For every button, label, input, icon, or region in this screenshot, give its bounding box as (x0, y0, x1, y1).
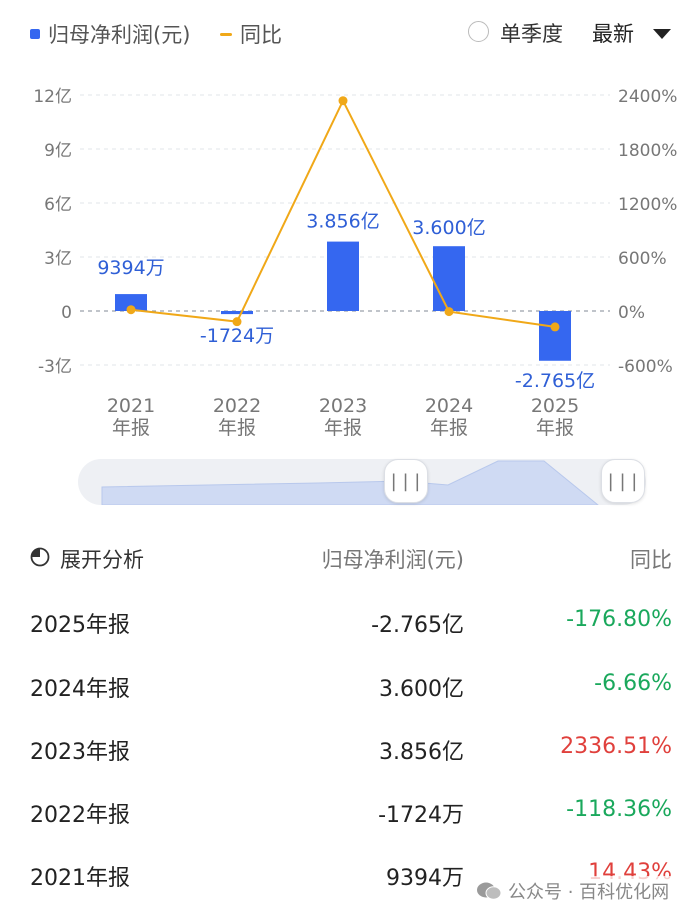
x-tick-label: 2021 (107, 395, 155, 417)
table-header: 展开分析 归母净利润(元) 同比 (0, 538, 700, 578)
x-tick-label: 2023 (319, 395, 367, 417)
y-left-tick-label: 12亿 (33, 87, 72, 107)
x-tick-label: 年报 (536, 417, 574, 439)
bar (539, 311, 571, 361)
table-row[interactable]: 2021年报 9394万 14.43% (0, 854, 700, 894)
slider-handle-left[interactable]: ||| (384, 459, 428, 503)
y-right-tick-label: 1800% (618, 141, 677, 161)
pie-chart-icon (30, 547, 50, 567)
row-period: 2022年报 (30, 803, 130, 828)
column-header-profit: 归母净利润(元) (321, 548, 464, 572)
bar (433, 246, 465, 311)
row-value: 3.600亿 (379, 677, 464, 702)
row-value: 9394万 (386, 866, 464, 891)
grip-icon: ||| (605, 470, 641, 492)
bar (115, 294, 147, 311)
bar (327, 241, 359, 311)
legend-profit[interactable]: 归母净利润(元) (30, 19, 190, 49)
yoy-point (550, 322, 560, 332)
column-header-yoy: 同比 (630, 548, 672, 572)
x-tick-label: 2025 (531, 395, 579, 417)
chevron-down-icon[interactable] (653, 29, 671, 39)
y-left-tick-label: -3亿 (38, 357, 72, 377)
yoy-point (338, 96, 348, 106)
profit-chart: 12亿 9亿 6亿 3亿 0 -3亿 2400% 1800% 1200% 600% 0% -600% 2… (33, 87, 677, 439)
bar-data-label: 9394万 (97, 257, 164, 279)
legend-yoy-label: 同比 (240, 23, 282, 47)
row-period: 2021年报 (30, 866, 130, 891)
row-yoy: -118.36% (566, 797, 672, 822)
y-right-tick-label: 1200% (618, 195, 677, 215)
row-value: -1724万 (378, 803, 464, 828)
x-tick-label: 年报 (324, 417, 362, 439)
x-tick-label: 年报 (218, 417, 256, 439)
row-period: 2023年报 (30, 740, 130, 765)
row-value: -2.765亿 (371, 613, 464, 638)
watermark-text: 公众号 · 百科优化网 (508, 882, 670, 903)
bar-data-label: -2.765亿 (515, 370, 595, 392)
latest-select[interactable]: 最新 (592, 22, 634, 46)
bar-data-label: 3.600亿 (412, 217, 485, 239)
row-yoy: -6.66% (594, 671, 672, 696)
x-tick-label: 年报 (430, 417, 468, 439)
watermark: 公众号 · 百科优化网 (470, 876, 676, 906)
x-tick-label: 2022 (213, 395, 261, 417)
legend-line-swatch (220, 32, 232, 36)
yoy-point (232, 317, 242, 327)
expand-analysis-link[interactable]: 展开分析 (60, 548, 144, 572)
y-right-tick-label: 600% (618, 249, 667, 269)
y-right-tick-label: 0% (618, 303, 645, 323)
row-yoy: 2336.51% (560, 734, 672, 759)
slider-preview (101, 460, 599, 505)
row-period: 2025年报 (30, 613, 130, 638)
row-period: 2024年报 (30, 677, 130, 702)
table-row[interactable]: 2023年报 3.856亿 2336.51% (0, 728, 700, 768)
bar-data-label: -1724万 (200, 325, 274, 347)
grip-icon: ||| (388, 470, 424, 492)
x-tick-label: 年报 (112, 417, 150, 439)
bar-data-label: 3.856亿 (306, 211, 379, 233)
wechat-icon (477, 882, 502, 900)
y-left-tick-label: 3亿 (44, 249, 72, 269)
yoy-point (444, 307, 454, 317)
slider-handle-right[interactable]: ||| (601, 459, 645, 503)
x-tick-label: 2024 (425, 395, 473, 417)
table-row[interactable]: 2022年报 -1724万 -118.36% (0, 791, 700, 831)
y-left-tick-label: 6亿 (44, 195, 72, 215)
table-row[interactable]: 2024年报 3.600亿 -6.66% (0, 665, 700, 705)
y-left-tick-label: 9亿 (44, 141, 72, 161)
range-slider[interactable] (78, 459, 646, 505)
legend-profit-label: 归母净利润(元) (48, 23, 191, 47)
y-left-tick-label: 0 (61, 303, 72, 323)
legend-yoy[interactable]: 同比 (220, 19, 282, 49)
yoy-point (126, 305, 136, 315)
row-yoy: -176.80% (566, 607, 672, 632)
bar (221, 311, 253, 315)
row-value: 3.856亿 (379, 740, 464, 765)
quarterly-label[interactable]: 单季度 (500, 22, 563, 46)
table-row[interactable]: 2025年报 -2.765亿 -176.80% (0, 601, 700, 641)
quarterly-radio[interactable] (468, 21, 489, 42)
y-right-tick-label: -600% (618, 357, 673, 377)
legend-bar-swatch (30, 29, 40, 39)
y-right-tick-label: 2400% (618, 87, 677, 107)
chart-header: 归母净利润(元) 同比 单季度 最新 (0, 0, 700, 66)
